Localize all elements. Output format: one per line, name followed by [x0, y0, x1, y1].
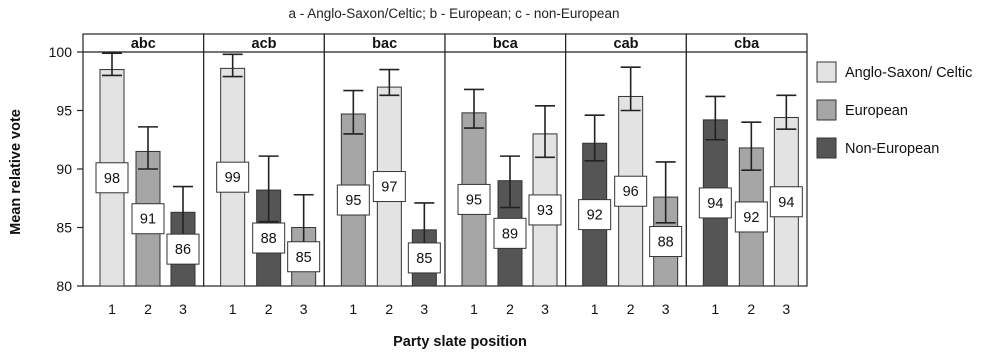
y-tick-label: 85: [56, 220, 72, 236]
data-label: 92: [743, 210, 759, 226]
x-tick-label: 3: [179, 301, 187, 317]
data-label: 88: [261, 231, 277, 247]
x-tick-label: 3: [662, 301, 670, 317]
data-label-box: [698, 187, 732, 219]
data-label-box: [252, 222, 286, 254]
x-tick-label: 3: [420, 301, 428, 317]
data-label-box: [493, 217, 527, 249]
data-label-box: [528, 194, 562, 226]
data-label-box: [287, 241, 321, 273]
y-axis-label: Mean relative vote: [8, 109, 24, 235]
panels: abc 98 1 91 2 86 3 acb 99 1 88 2 85 3 bac 95 1 97 2 85 3 bca 9…: [82, 33, 808, 317]
panel-title: cab: [614, 36, 639, 52]
panel-bca: bca 95 1 89 2 93 3: [444, 33, 567, 317]
legend-swatch: [816, 137, 837, 159]
data-label: 97: [381, 180, 397, 196]
panel-acb: acb 99 1 88 2 85 3: [203, 33, 325, 317]
data-label: 98: [104, 171, 120, 187]
x-tick-label: 1: [591, 301, 599, 317]
legend-label: European: [845, 103, 908, 119]
x-tick-label: 1: [108, 301, 116, 317]
data-label-box: [166, 233, 200, 265]
data-label-box: [649, 226, 683, 258]
x-tick-label: 3: [541, 301, 549, 317]
data-label-box: [131, 203, 165, 235]
panel-abc: abc 98 1 91 2 86 3: [82, 33, 205, 317]
panel-title: bac: [372, 36, 397, 52]
data-label-box: [769, 186, 803, 218]
data-label: 96: [623, 184, 639, 200]
data-label: 91: [140, 212, 156, 228]
data-label-box: [336, 184, 370, 216]
data-label-box: [614, 175, 648, 207]
legend-swatch: [816, 61, 837, 83]
data-label-box: [95, 162, 129, 194]
chart-subtitle: a - Anglo-Saxon/Celtic; b - European; c …: [289, 6, 620, 21]
data-label-box: [734, 201, 768, 233]
x-tick-label: 3: [782, 301, 790, 317]
data-label: 85: [416, 251, 432, 267]
y-tick-label: 95: [56, 103, 72, 119]
x-tick-label: 2: [747, 301, 755, 317]
data-label: 86: [175, 242, 191, 258]
x-tick-label: 1: [711, 301, 719, 317]
x-tick-label: 2: [265, 301, 273, 317]
panel-title: acb: [252, 36, 277, 52]
panel-title: cba: [734, 36, 760, 52]
data-label: 99: [225, 170, 241, 186]
data-label-box: [216, 161, 250, 193]
data-label-box: [578, 199, 612, 231]
panel-cab: cab 92 1 96 2 88 3: [565, 33, 687, 317]
legend-swatch: [816, 99, 837, 121]
x-tick-label: 2: [627, 301, 635, 317]
legend-label: Anglo-Saxon/ Celtic: [845, 65, 972, 81]
data-label: 94: [778, 195, 794, 211]
data-label-box: [372, 171, 406, 203]
x-axis-label: Party slate position: [393, 334, 527, 350]
panel-cba: cba 94 1 92 2 94 3: [685, 33, 808, 317]
panel-title: abc: [131, 36, 156, 52]
y-tick-label: 90: [56, 161, 72, 177]
x-tick-label: 1: [349, 301, 357, 317]
x-tick-label: 2: [144, 301, 152, 317]
data-label: 85: [296, 250, 312, 266]
x-tick-label: 3: [300, 301, 308, 317]
legend-label: Non-European: [845, 141, 939, 157]
data-label: 95: [345, 193, 361, 209]
data-label: 94: [707, 196, 723, 212]
panel-title: bca: [493, 36, 519, 52]
x-tick-label: 1: [229, 301, 237, 317]
data-label: 88: [658, 235, 674, 251]
x-tick-label: 1: [470, 301, 478, 317]
x-tick-label: 2: [506, 301, 514, 317]
x-tick-label: 2: [385, 301, 393, 317]
data-label: 93: [537, 203, 553, 219]
data-label: 89: [502, 226, 518, 242]
legend: Anglo-Saxon/ Celtic European Non-European: [816, 61, 972, 159]
data-label: 92: [587, 208, 603, 224]
y-axis: 80 85 90 95 100: [49, 44, 83, 294]
data-label: 95: [466, 192, 482, 208]
data-label-box: [457, 183, 491, 215]
y-tick-label: 80: [56, 278, 72, 294]
data-label-box: [407, 242, 441, 274]
y-tick-label: 100: [49, 44, 73, 60]
panel-bac: bac 95 1 97 2 85 3: [323, 33, 446, 317]
